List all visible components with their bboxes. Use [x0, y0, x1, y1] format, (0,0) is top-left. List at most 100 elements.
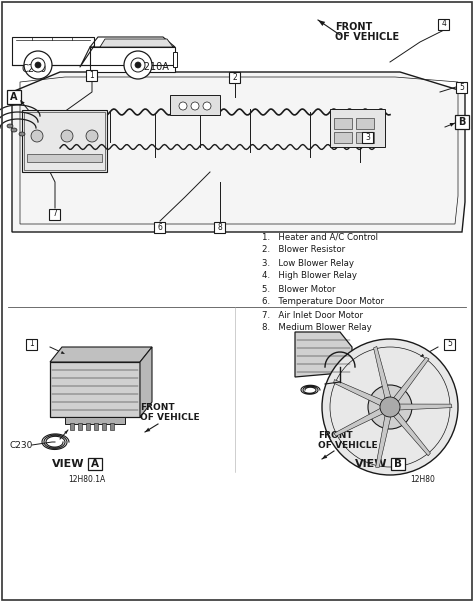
- Text: 1: 1: [90, 70, 94, 79]
- Polygon shape: [450, 123, 455, 126]
- Polygon shape: [50, 362, 140, 417]
- Bar: [170, 95, 220, 115]
- Text: 8: 8: [218, 223, 222, 232]
- Bar: [110, 423, 114, 430]
- Bar: [334, 118, 352, 129]
- Polygon shape: [64, 430, 68, 434]
- Polygon shape: [322, 455, 327, 459]
- Circle shape: [61, 130, 73, 142]
- Text: 4: 4: [442, 19, 447, 28]
- Polygon shape: [334, 409, 383, 436]
- Ellipse shape: [11, 128, 17, 132]
- Bar: [445, 338, 456, 350]
- Bar: [229, 72, 240, 82]
- Text: 5: 5: [447, 340, 453, 349]
- Bar: [456, 81, 467, 93]
- Circle shape: [203, 102, 211, 110]
- Polygon shape: [65, 417, 125, 424]
- Polygon shape: [318, 20, 325, 26]
- Text: 5: 5: [460, 82, 465, 92]
- Text: OF VEHICLE: OF VEHICLE: [335, 32, 399, 42]
- Circle shape: [131, 58, 145, 72]
- Bar: [49, 208, 61, 220]
- Circle shape: [135, 62, 141, 68]
- Text: 4.   High Blower Relay: 4. High Blower Relay: [262, 272, 357, 281]
- Text: 2.   Blower Resistor: 2. Blower Resistor: [262, 246, 345, 255]
- Polygon shape: [295, 332, 352, 377]
- Text: 7: 7: [53, 209, 57, 219]
- Bar: [70, 423, 74, 430]
- Text: B: B: [458, 117, 465, 127]
- Polygon shape: [420, 354, 424, 357]
- Text: 7.   Air Inlet Door Motor: 7. Air Inlet Door Motor: [262, 311, 363, 320]
- Bar: [363, 131, 374, 143]
- Polygon shape: [20, 100, 25, 105]
- Bar: [27, 338, 37, 350]
- Text: 8.   Medium Blower Relay: 8. Medium Blower Relay: [262, 323, 372, 332]
- Polygon shape: [393, 358, 429, 402]
- Polygon shape: [100, 39, 173, 47]
- Ellipse shape: [19, 132, 25, 136]
- Text: A: A: [91, 459, 99, 469]
- Bar: [12, 37, 94, 65]
- Text: FRONT: FRONT: [140, 403, 174, 412]
- Text: 12H80: 12H80: [410, 476, 435, 485]
- Circle shape: [322, 339, 458, 475]
- Text: VIEW: VIEW: [355, 459, 388, 469]
- Polygon shape: [140, 347, 152, 417]
- Text: B: B: [394, 459, 402, 469]
- Text: A: A: [10, 92, 18, 102]
- Polygon shape: [50, 347, 152, 362]
- Polygon shape: [61, 351, 65, 354]
- Text: OF VEHICLE: OF VEHICLE: [318, 441, 378, 450]
- Bar: [356, 132, 374, 143]
- Text: FRONT: FRONT: [335, 22, 372, 32]
- Text: VIEW: VIEW: [52, 459, 84, 469]
- Bar: [391, 458, 405, 470]
- Polygon shape: [375, 415, 391, 467]
- Text: 2: 2: [233, 72, 237, 81]
- Circle shape: [179, 102, 187, 110]
- Bar: [94, 423, 98, 430]
- Bar: [155, 222, 165, 232]
- Bar: [78, 423, 82, 430]
- Ellipse shape: [7, 124, 13, 128]
- Bar: [173, 52, 177, 67]
- Bar: [24, 112, 105, 170]
- Text: 6: 6: [157, 223, 163, 232]
- Bar: [438, 19, 449, 29]
- Circle shape: [31, 130, 43, 142]
- Bar: [86, 69, 98, 81]
- Circle shape: [24, 51, 52, 79]
- Text: 1: 1: [29, 340, 35, 349]
- Bar: [7, 90, 21, 104]
- Text: 3.   Low Blower Relay: 3. Low Blower Relay: [262, 258, 354, 267]
- Bar: [215, 222, 226, 232]
- Polygon shape: [400, 404, 452, 410]
- Text: C230: C230: [22, 64, 47, 74]
- Text: 6.   Temperature Door Motor: 6. Temperature Door Motor: [262, 297, 384, 306]
- Bar: [90, 47, 175, 72]
- Bar: [88, 458, 102, 470]
- Bar: [27, 154, 102, 162]
- Text: 3: 3: [365, 132, 371, 141]
- Text: C210A: C210A: [138, 62, 170, 72]
- Text: 1.   Heater and A/C Control: 1. Heater and A/C Control: [262, 232, 378, 241]
- Circle shape: [191, 102, 199, 110]
- Bar: [86, 423, 90, 430]
- Circle shape: [380, 397, 400, 417]
- Polygon shape: [374, 346, 391, 399]
- Polygon shape: [393, 412, 430, 456]
- Bar: [356, 118, 374, 129]
- Bar: [22, 110, 107, 172]
- Circle shape: [86, 130, 98, 142]
- Circle shape: [35, 62, 41, 68]
- Circle shape: [31, 58, 45, 72]
- Bar: [102, 423, 106, 430]
- Circle shape: [368, 385, 412, 429]
- Polygon shape: [12, 72, 465, 232]
- Bar: [455, 115, 469, 129]
- Text: FRONT: FRONT: [318, 430, 353, 439]
- Bar: [334, 132, 352, 143]
- Text: 5.   Blower Motor: 5. Blower Motor: [262, 285, 336, 294]
